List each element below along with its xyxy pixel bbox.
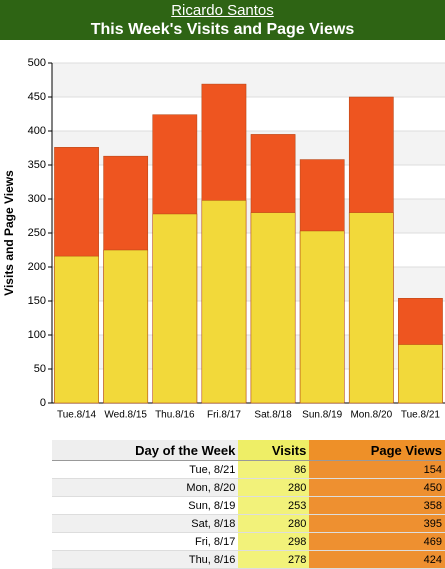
bar <box>152 213 198 404</box>
y-tick-label: 350 <box>28 159 46 171</box>
table-cell: Thu, 8/16 <box>52 550 239 569</box>
y-tick-label: 150 <box>28 295 46 307</box>
table-cell: Tue, 8/21 <box>52 460 239 479</box>
data-table: Day of the Week Visits Page Views Tue, 8/21… <box>52 440 445 569</box>
table-cell: 395 <box>309 514 445 533</box>
table-cell: 280 <box>238 514 310 533</box>
table-row: Tue, 8/21 86 154 <box>52 460 445 479</box>
y-tick-label: 400 <box>28 125 46 137</box>
table-row: Mon, 8/20 280 450 <box>52 478 445 497</box>
chart: Visits and Page Views 0 50 100 150 200 250 300… <box>2 57 445 421</box>
y-axis-label: Visits and Page Views <box>2 170 16 296</box>
table-cell: 424 <box>309 550 445 569</box>
x-tick-label: Tue.8/21 <box>401 410 441 421</box>
x-tick-label: Thu.8/16 <box>155 410 195 421</box>
table-cell: Sun, 8/19 <box>52 496 239 515</box>
bar <box>299 230 345 404</box>
table-cell: 154 <box>309 460 445 479</box>
table-row: Sat, 8/18 280 395 <box>52 514 445 533</box>
bar <box>398 344 443 404</box>
bar <box>348 212 394 404</box>
y-tick-label: 450 <box>28 91 46 103</box>
bar <box>103 249 149 404</box>
table-cell: Mon, 8/20 <box>52 478 239 497</box>
header: Ricardo Santos This Week's Visits and Pa… <box>0 0 445 40</box>
page-title: This Week's Visits and Page Views <box>90 21 355 38</box>
column-header: Visits <box>238 440 310 461</box>
y-tick-label: 200 <box>28 261 46 273</box>
table-cell: 358 <box>309 496 445 515</box>
grid-band <box>52 63 445 97</box>
y-tick-label: 0 <box>40 397 46 409</box>
y-tick-label: 100 <box>28 329 46 341</box>
x-tick-label: Sun.8/19 <box>302 410 342 421</box>
header-row: Day of the Week Visits Page Views <box>52 440 445 461</box>
x-tick-label: Mon.8/20 <box>350 410 392 421</box>
column-header: Page Views <box>309 440 445 461</box>
bar <box>250 212 296 404</box>
table-cell: 278 <box>238 550 310 569</box>
table-cell: 469 <box>309 532 445 551</box>
table-row: Sun, 8/19 253 358 <box>52 496 445 515</box>
bar <box>54 255 99 404</box>
column-header: Day of the Week <box>52 440 239 461</box>
y-tick-label: 250 <box>28 227 46 239</box>
bar <box>201 200 247 404</box>
x-tick-label: Wed.8/15 <box>104 410 147 421</box>
y-tick-label: 300 <box>28 193 46 205</box>
table-cell: Fri, 8/17 <box>52 532 239 551</box>
table-cell: 253 <box>238 496 310 515</box>
table-cell: 298 <box>238 532 310 551</box>
x-tick-label: Tue.8/14 <box>57 410 97 421</box>
y-tick-label: 50 <box>34 363 46 375</box>
x-tick-label: Sat.8/18 <box>254 410 292 421</box>
y-tick-label: 500 <box>28 57 46 69</box>
table-row: Thu, 8/16 278 424 <box>52 550 445 569</box>
table-cell: Sat, 8/18 <box>52 514 239 533</box>
user-link[interactable]: Ricardo Santos <box>171 2 274 19</box>
table-cell: 86 <box>238 460 310 479</box>
x-tick-label: Fri.8/17 <box>207 410 241 421</box>
table-row: Fri, 8/17 298 469 <box>52 532 445 551</box>
table-cell: 280 <box>238 478 310 497</box>
table-cell: 450 <box>309 478 445 497</box>
